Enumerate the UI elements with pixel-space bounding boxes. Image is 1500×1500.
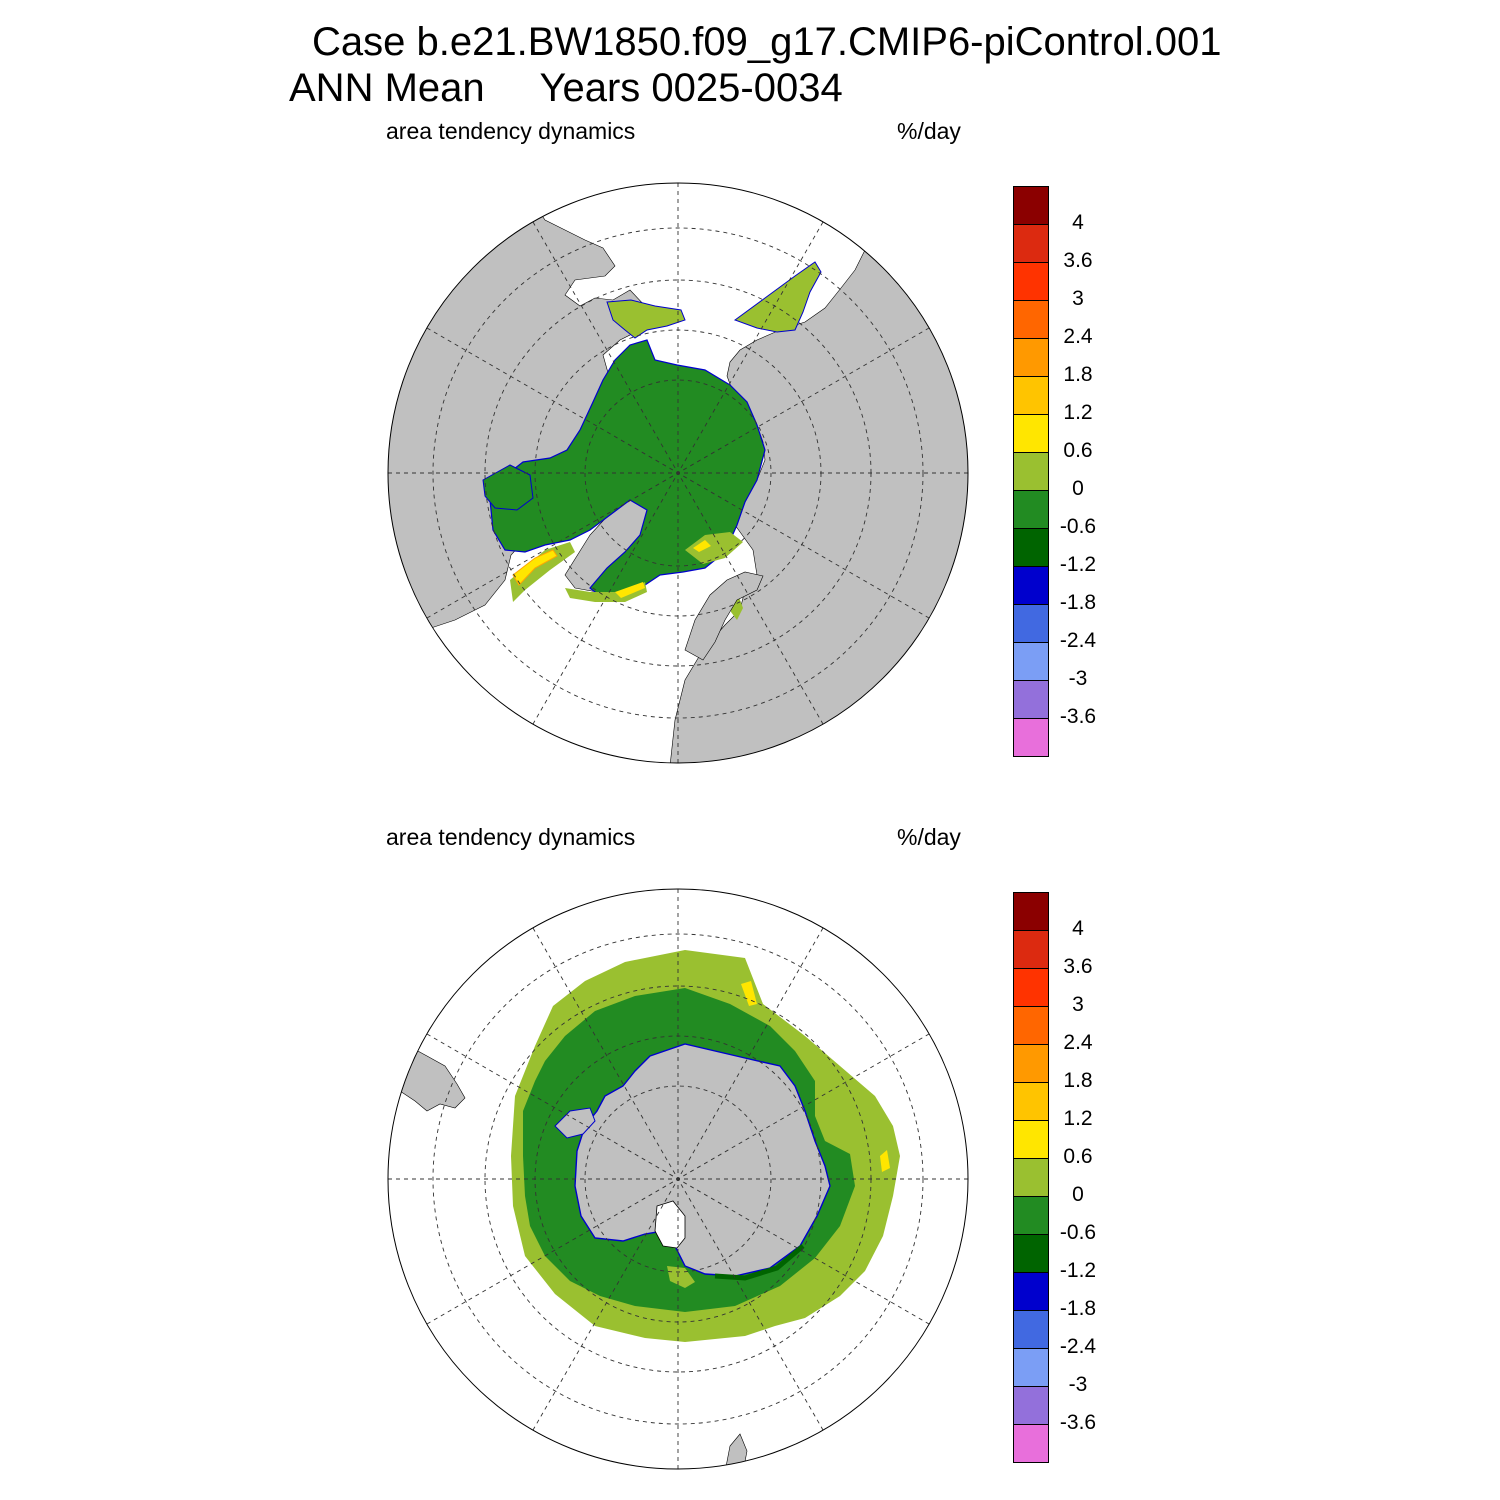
ice-labrador-edge bbox=[510, 542, 575, 602]
ice-barents-positive bbox=[693, 540, 711, 552]
colorbar-tick-label: -3.6 bbox=[1059, 705, 1097, 728]
colorbar-swatch bbox=[1013, 931, 1049, 969]
colorbar-swatch bbox=[1013, 453, 1049, 491]
colorbar bbox=[1013, 186, 1049, 757]
colorbar-swatch bbox=[1013, 415, 1049, 453]
colorbar-swatch bbox=[1013, 377, 1049, 415]
panel-southern-hemisphere: area tendency dynamics %/day bbox=[0, 706, 1500, 1470]
map-boundary bbox=[387, 182, 969, 764]
colorbar-swatch bbox=[1013, 1159, 1049, 1197]
ice-hudson-bay bbox=[482, 464, 534, 511]
ice-barents-edge bbox=[685, 532, 743, 564]
colorbar-swatch bbox=[1013, 1121, 1049, 1159]
colorbar-swatch bbox=[1013, 1311, 1049, 1349]
colorbar-tick-label: 4 bbox=[1072, 211, 1084, 234]
colorbar-swatch bbox=[1013, 681, 1049, 719]
colorbar-tick-label: -1.2 bbox=[1059, 1259, 1097, 1282]
colorbar-tick-label: -3 bbox=[1068, 1373, 1088, 1396]
colorbar-tick-label: -3.6 bbox=[1059, 1411, 1097, 1434]
colorbar-tick-label: 3 bbox=[1072, 287, 1084, 310]
colorbar-swatch bbox=[1013, 567, 1049, 605]
colorbar bbox=[1013, 892, 1049, 1463]
colorbar-tick-label: 1.2 bbox=[1063, 401, 1093, 424]
colorbar-tick-label: 4 bbox=[1072, 917, 1084, 940]
variable-label: area tendency dynamics bbox=[386, 824, 636, 850]
colorbar-swatch bbox=[1013, 263, 1049, 301]
ice-okhotsk bbox=[733, 261, 822, 333]
colorbar-tick-label: -0.6 bbox=[1059, 1221, 1097, 1244]
ice-greenland-positive bbox=[615, 582, 645, 598]
colorbar-tick-label: -0.6 bbox=[1059, 515, 1097, 538]
colorbar-tick-label: 2.4 bbox=[1063, 325, 1093, 348]
colorbar-swatch bbox=[1013, 1387, 1049, 1425]
colorbar-tick-label: 0 bbox=[1072, 477, 1084, 500]
colorbar-swatch bbox=[1013, 605, 1049, 643]
colorbar-swatch bbox=[1013, 301, 1049, 339]
ice-positive-patch-east bbox=[880, 1150, 890, 1172]
land-antarctic-peninsula bbox=[554, 1107, 596, 1139]
land-scandinavia bbox=[684, 571, 764, 661]
colorbar-swatch bbox=[1013, 643, 1049, 681]
colorbar-tick-label: -1.8 bbox=[1059, 1297, 1097, 1320]
colorbar-swatch bbox=[1013, 892, 1049, 931]
ice-ross-shelf bbox=[654, 1200, 686, 1249]
colorbar-swatch bbox=[1013, 1349, 1049, 1387]
ice-bering bbox=[606, 299, 686, 339]
colorbar-swatch bbox=[1013, 719, 1049, 757]
colorbar-swatch bbox=[1013, 1083, 1049, 1121]
colorbar-tick-label: -1.2 bbox=[1059, 553, 1097, 576]
figure-title-line2: ANN Mean Years 0025-0034 bbox=[289, 66, 843, 110]
map-graticule bbox=[388, 889, 968, 1469]
colorbar-swatch bbox=[1013, 1273, 1049, 1311]
colorbar-tick-label: 0.6 bbox=[1063, 1145, 1093, 1168]
colorbar-swatch bbox=[1013, 1425, 1049, 1463]
ice-edge-patch-south bbox=[667, 1266, 695, 1288]
colorbar-tick-label: 2.4 bbox=[1063, 1031, 1093, 1054]
ice-labrador-positive bbox=[512, 549, 558, 586]
map-graticule bbox=[388, 183, 968, 763]
colorbar-swatch bbox=[1013, 1235, 1049, 1273]
colorbar-tick-label: 3 bbox=[1072, 993, 1084, 1016]
ice-arctic bbox=[489, 339, 766, 601]
ice-coastal-dark bbox=[714, 1244, 805, 1281]
ice-positive-patch-north bbox=[741, 981, 757, 1006]
variable-label: area tendency dynamics bbox=[386, 118, 636, 144]
colorbar-tick-label: 1.8 bbox=[1063, 1069, 1093, 1092]
colorbar-tick-label: -2.4 bbox=[1059, 629, 1097, 652]
colorbar-swatch bbox=[1013, 529, 1049, 567]
figure-title-line1: Case b.e21.BW1850.f09_g17.CMIP6-piContro… bbox=[312, 20, 1222, 64]
colorbar-tick-label: -2.4 bbox=[1059, 1335, 1097, 1358]
colorbar-tick-label: 1.2 bbox=[1063, 1107, 1093, 1130]
colorbar-swatch bbox=[1013, 1007, 1049, 1045]
colorbar-swatch bbox=[1013, 339, 1049, 377]
colorbar-tick-label: -3 bbox=[1068, 667, 1088, 690]
map-boundary bbox=[387, 888, 969, 1470]
colorbar-swatch bbox=[1013, 1045, 1049, 1083]
colorbar-tick-label: 3.6 bbox=[1063, 955, 1093, 978]
colorbar-tick-label: -1.8 bbox=[1059, 591, 1097, 614]
colorbar-tick-label: 3.6 bbox=[1063, 249, 1093, 272]
colorbar-swatch bbox=[1013, 186, 1049, 225]
colorbar-tick-label: 0.6 bbox=[1063, 439, 1093, 462]
ice-greenland-south-edge bbox=[565, 582, 647, 602]
colorbar-swatch bbox=[1013, 1197, 1049, 1235]
colorbar-swatch bbox=[1013, 491, 1049, 529]
units-label: %/day bbox=[897, 118, 961, 144]
panel-northern-hemisphere: area tendency dynamics %/day bbox=[0, 0, 1500, 764]
south-polar-map bbox=[387, 888, 969, 1470]
units-label: %/day bbox=[897, 824, 961, 850]
north-polar-map bbox=[387, 182, 969, 764]
colorbar-swatch bbox=[1013, 225, 1049, 263]
colorbar-swatch bbox=[1013, 969, 1049, 1007]
colorbar-tick-label: 0 bbox=[1072, 1183, 1084, 1206]
colorbar-tick-label: 1.8 bbox=[1063, 363, 1093, 386]
